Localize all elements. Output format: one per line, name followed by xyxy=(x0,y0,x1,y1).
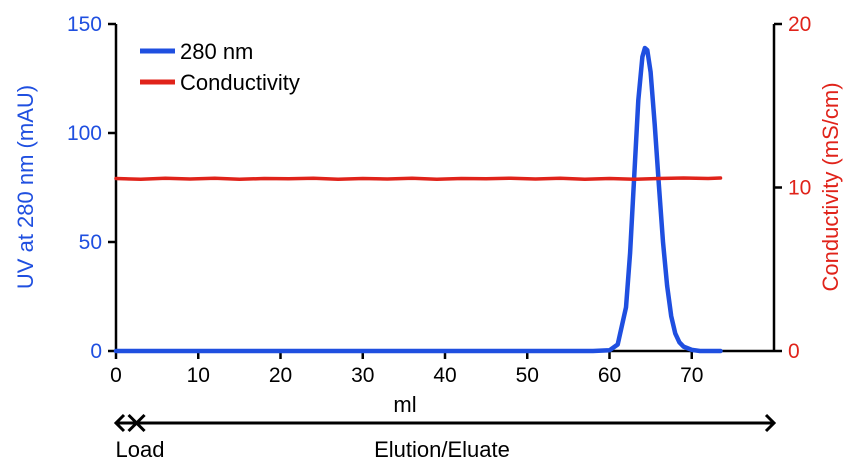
x-tick-label: 0 xyxy=(110,364,122,387)
y-left-tick-label: 150 xyxy=(67,13,102,36)
phase-label-elution: Elution/Eluate xyxy=(374,437,510,460)
legend: 280 nm Conductivity xyxy=(140,39,300,95)
x-tick-label: 60 xyxy=(598,364,621,387)
y-right-tick-label: 10 xyxy=(788,177,811,200)
x-tick-label: 50 xyxy=(516,364,539,387)
phase-arrow-load-head-left xyxy=(113,413,126,433)
y-right-axis-title: Conductivity (mS/cm) xyxy=(818,82,843,291)
x-tick-label: 10 xyxy=(187,364,210,387)
y-left-tick-label: 100 xyxy=(67,122,102,145)
y-left-tick-label: 0 xyxy=(90,340,102,363)
series-line-conductivity xyxy=(114,176,723,182)
y-right-tick-label: 0 xyxy=(788,340,800,363)
legend-label-conductivity: Conductivity xyxy=(180,70,300,95)
x-axis-title: ml xyxy=(393,392,416,417)
phase-arrow-elution-head-right xyxy=(764,413,777,433)
legend-label-280nm: 280 nm xyxy=(180,39,253,64)
x-tick-label: 20 xyxy=(269,364,292,387)
series-line-280nm xyxy=(113,45,723,354)
phase-label-load: Load xyxy=(116,437,165,460)
y-left-axis-title: UV at 280 nm (mAU) xyxy=(13,85,38,289)
y-right-tick-label: 20 xyxy=(788,13,811,36)
x-tick-label: 70 xyxy=(680,364,703,387)
phase-arrow-elution-head-left xyxy=(134,413,146,433)
y-left-tick-label: 50 xyxy=(79,231,102,254)
x-tick-label: 30 xyxy=(351,364,374,387)
x-tick-label: 40 xyxy=(433,364,456,387)
